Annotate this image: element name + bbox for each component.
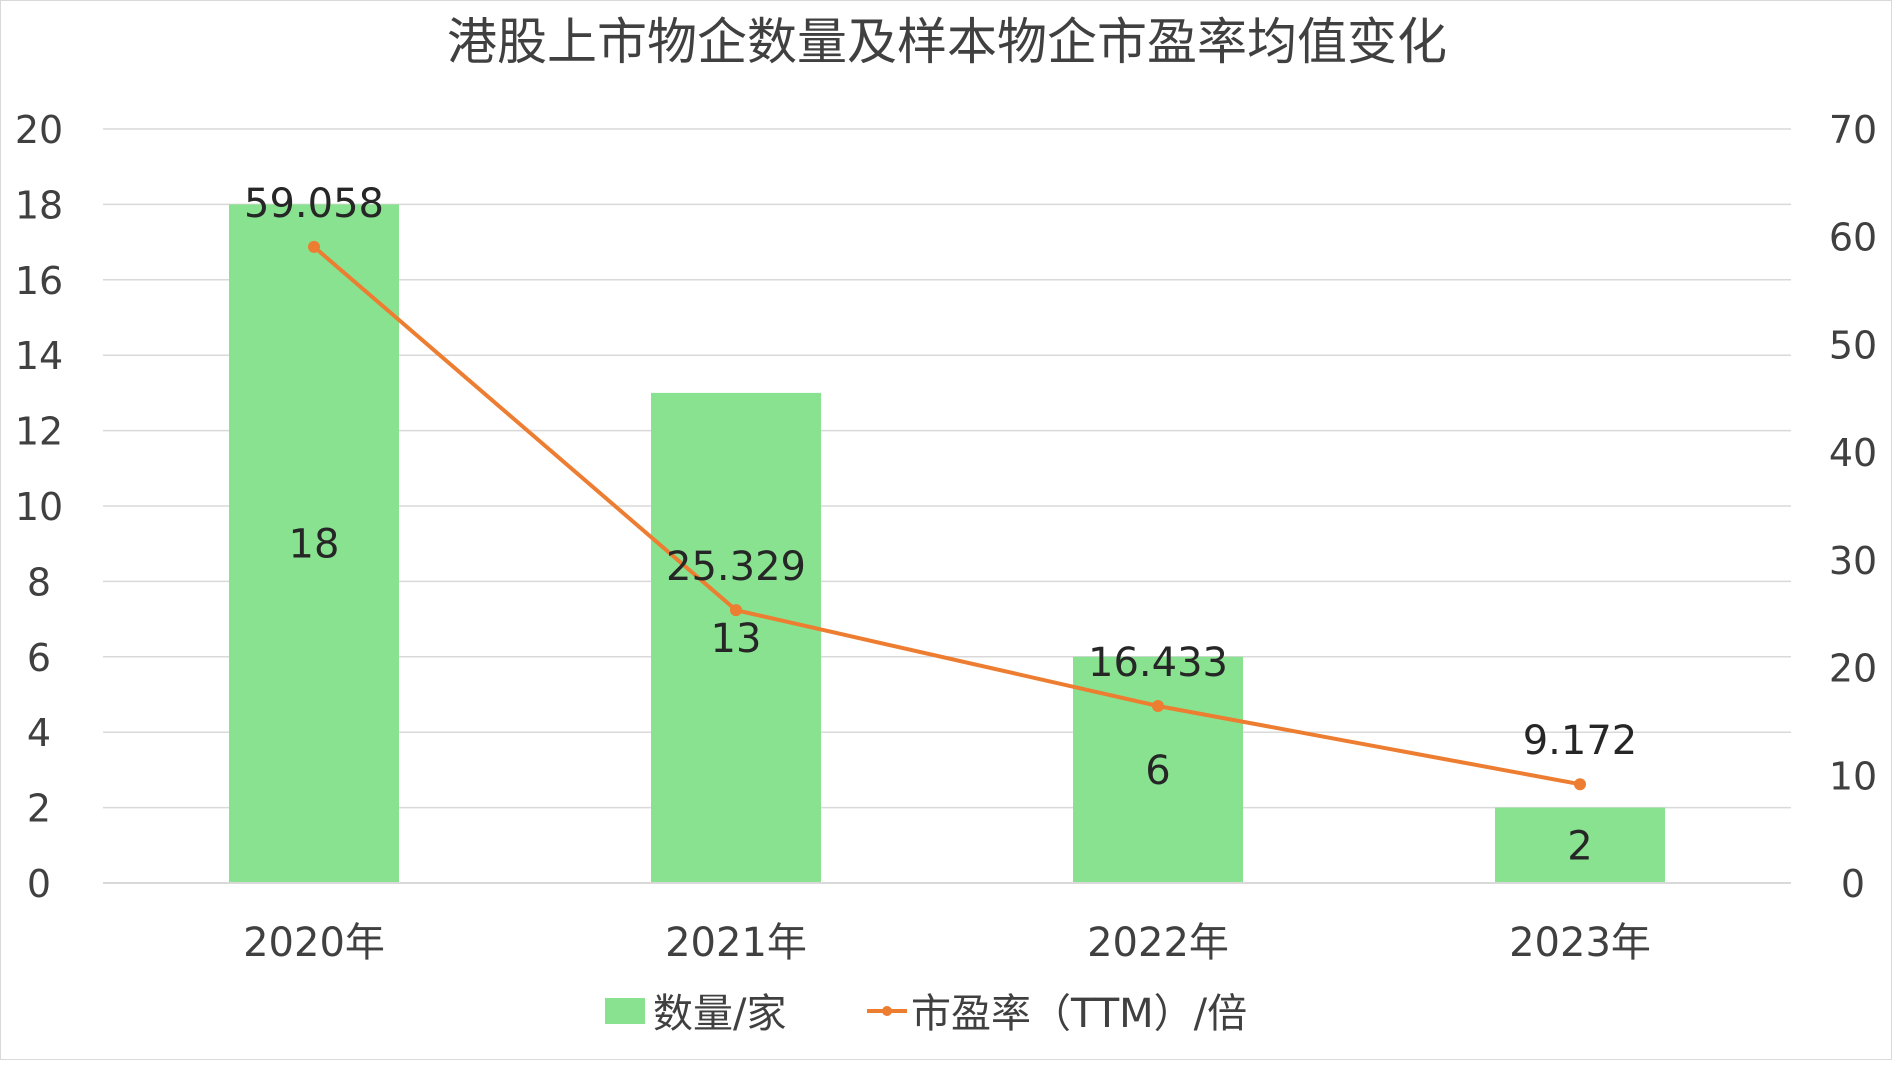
y-axis-left: 0 2 4 6 8 10 12 14 16 18 20: [15, 108, 63, 906]
legend: 数量/家 市盈率（TTM）/倍: [605, 991, 1247, 1037]
y-right-tick-label: 10: [1829, 754, 1877, 798]
y-left-tick-label: 16: [15, 259, 63, 303]
line-data-label: 59.058: [244, 181, 384, 227]
bar-data-labels: 18 13 6 2: [289, 522, 1593, 870]
x-tick-label: 2020年: [243, 920, 385, 966]
y-left-tick-label: 18: [15, 183, 63, 227]
x-tick-label: 2021年: [665, 920, 807, 966]
line-point: [730, 604, 742, 617]
bar: [229, 204, 399, 883]
line-point: [1152, 699, 1164, 712]
legend-bar-label: 数量/家: [653, 991, 786, 1037]
line-path: [312, 245, 1581, 787]
y-right-tick-label: 70: [1829, 108, 1877, 152]
y-right-tick-label: 20: [1829, 647, 1877, 691]
chart-title: 港股上市物企数量及样本物企市盈率均值变化: [447, 13, 1447, 71]
line-data-label: 25.329: [666, 544, 806, 590]
y-left-tick-label: 8: [27, 560, 51, 604]
y-right-tick-label: 30: [1829, 539, 1877, 583]
bar-data-label: 18: [289, 522, 340, 568]
bar-data-label: 2: [1567, 823, 1592, 869]
x-tick-label: 2023年: [1509, 920, 1651, 966]
y-left-tick-label: 4: [27, 711, 51, 755]
y-left-tick-label: 10: [15, 485, 63, 529]
y-left-tick-label: 12: [15, 410, 63, 454]
y-right-tick-label: 60: [1829, 216, 1877, 260]
y-right-tick-label: 40: [1829, 431, 1877, 475]
y-left-tick-label: 0: [27, 862, 51, 906]
line-data-label: 9.172: [1523, 718, 1638, 764]
y-left-tick-label: 2: [27, 787, 51, 831]
y-right-tick-label: 50: [1829, 323, 1877, 367]
y-left-tick-label: 6: [27, 636, 51, 680]
line-point: [1574, 778, 1586, 791]
y-left-tick-label: 14: [15, 334, 63, 378]
x-tick-label: 2022年: [1087, 920, 1229, 966]
line-series: [308, 240, 1586, 791]
y-right-tick-label: 0: [1841, 862, 1865, 906]
y-left-tick-label: 20: [15, 108, 63, 152]
legend-line-label: 市盈率（TTM）/倍: [911, 991, 1247, 1037]
bar: [1495, 807, 1665, 883]
line-point: [308, 240, 320, 253]
bar-series: [229, 204, 1665, 883]
bar-data-label: 13: [711, 616, 762, 662]
y-axis-right: 0 10 20 30 40 50 60 70: [1829, 108, 1877, 906]
bar: [651, 392, 821, 883]
line-data-label: 16.433: [1088, 640, 1228, 686]
x-axis-labels: 2020年 2021年 2022年 2023年: [243, 920, 1651, 966]
bar-data-label: 6: [1145, 748, 1170, 794]
legend-bar-swatch: [605, 998, 645, 1024]
legend-line-marker: [882, 1006, 892, 1016]
line-data-labels: 59.058 25.329 16.433 9.172: [244, 181, 1637, 764]
